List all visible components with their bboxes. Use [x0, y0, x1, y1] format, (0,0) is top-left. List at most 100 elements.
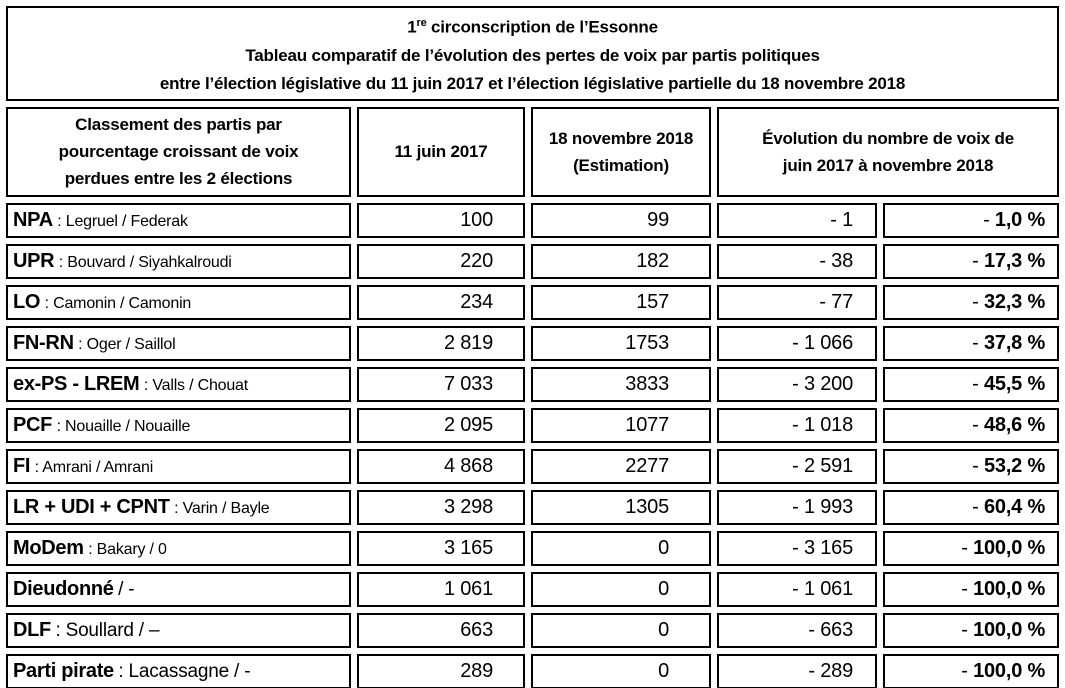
percent-delta-cell: - 100,0 % — [883, 653, 1060, 688]
percent-delta-cell: - 53,2 % — [883, 448, 1060, 484]
title-line-3: entre l’élection législative du 11 juin … — [159, 73, 906, 93]
party-cell: MoDem : Bakary / 0 — [6, 530, 351, 566]
minus-sign: - — [972, 495, 979, 518]
votes-delta-cell: - 2 591 — [717, 448, 877, 484]
candidate-names: : Varin / Bayle — [174, 499, 270, 517]
votes-delta-cell: - 3 165 — [717, 530, 877, 566]
table-row: ex-PS - LREM : Valls / Chouat 7 033 3833… — [6, 366, 1060, 402]
candidate-names: : Legruel / Federak — [57, 212, 188, 230]
ordinal-superscript: re — [416, 17, 427, 29]
party-cell: ex-PS - LREM : Valls / Chouat — [6, 366, 351, 402]
minus-sign: - — [972, 331, 979, 354]
party-cell: Dieudonné / - — [6, 571, 351, 607]
votes-2017-cell: 100 — [357, 202, 525, 238]
votes-delta-cell: - 289 — [717, 653, 877, 688]
votes-2018-cell: 157 — [531, 284, 711, 320]
table-row: FI : Amrani / Amrani 4 868 2277 - 2 591 … — [6, 448, 1060, 484]
votes-2017-cell: 3 298 — [357, 489, 525, 525]
percent-value: 48,6 % — [983, 413, 1046, 436]
votes-2018-cell: 1077 — [531, 407, 711, 443]
votes-2017-cell: 289 — [357, 653, 525, 688]
minus-sign: - — [972, 372, 979, 395]
votes-2018-cell: 1305 — [531, 489, 711, 525]
table-row: NPA : Legruel / Federak 100 99 - 1 - 1,0… — [6, 202, 1060, 238]
party-cell: FN-RN : Oger / Saillol — [6, 325, 351, 361]
votes-delta-cell: - 1 — [717, 202, 877, 238]
votes-2017-cell: 2 819 — [357, 325, 525, 361]
percent-delta-cell: - 100,0 % — [883, 612, 1060, 648]
minus-sign: - — [972, 413, 979, 436]
percent-delta-cell: - 48,6 % — [883, 407, 1060, 443]
minus-sign: - — [961, 536, 968, 559]
percent-value: 60,4 % — [983, 495, 1046, 518]
percent-delta-cell: - 100,0 % — [883, 571, 1060, 607]
table-row: LR + UDI + CPNT : Varin / Bayle 3 298 13… — [6, 489, 1060, 525]
table-row: PCF : Nouaille / Nouaille 2 095 1077 - 1… — [6, 407, 1060, 443]
percent-value: 100,0 % — [973, 577, 1046, 600]
percent-value: 1,0 % — [994, 208, 1046, 231]
party-name: Parti pirate — [13, 659, 114, 682]
minus-sign: - — [961, 577, 968, 600]
candidate-names: : Lacassagne / - — [118, 660, 251, 682]
percent-delta-cell: - 1,0 % — [883, 202, 1060, 238]
party-cell: PCF : Nouaille / Nouaille — [6, 407, 351, 443]
candidate-names: : Soullard / – — [55, 619, 160, 641]
candidate-names: : Oger / Saillol — [78, 335, 176, 353]
table-row: Parti pirate : Lacassagne / - 289 0 - 28… — [6, 653, 1060, 688]
party-name: ex-PS - LREM — [13, 372, 140, 395]
party-cell: LR + UDI + CPNT : Varin / Bayle — [6, 489, 351, 525]
header-june-2017: 11 juin 2017 — [357, 106, 525, 197]
votes-2018-cell: 99 — [531, 202, 711, 238]
percent-value: 100,0 % — [973, 618, 1046, 641]
percent-value: 100,0 % — [973, 659, 1046, 682]
votes-2018-cell: 0 — [531, 571, 711, 607]
votes-2017-cell: 2 095 — [357, 407, 525, 443]
percent-delta-cell: - 32,3 % — [883, 284, 1060, 320]
party-cell: FI : Amrani / Amrani — [6, 448, 351, 484]
votes-2018-cell: 182 — [531, 243, 711, 279]
percent-value: 100,0 % — [973, 536, 1046, 559]
party-name: Dieudonné — [13, 577, 114, 600]
table-row: MoDem : Bakary / 0 3 165 0 - 3 165 - 100… — [6, 530, 1060, 566]
candidate-names: : Nouaille / Nouaille — [56, 417, 191, 435]
table-row: UPR : Bouvard / Siyahkalroudi 220 182 - … — [6, 243, 1060, 279]
header-november-2018-line1: 18 novembre 2018 — [548, 128, 694, 148]
party-name: PCF — [13, 413, 53, 436]
party-cell: DLF : Soullard / – — [6, 612, 351, 648]
percent-value: 37,8 % — [983, 331, 1046, 354]
party-name: UPR — [13, 249, 55, 272]
votes-delta-cell: - 1 061 — [717, 571, 877, 607]
percent-value: 53,2 % — [983, 454, 1046, 477]
party-name: LR + UDI + CPNT — [13, 495, 170, 518]
party-name: MoDem — [13, 536, 84, 559]
votes-delta-cell: - 1 993 — [717, 489, 877, 525]
votes-2018-cell: 0 — [531, 612, 711, 648]
votes-delta-cell: - 3 200 — [717, 366, 877, 402]
party-cell: Parti pirate : Lacassagne / - — [6, 653, 351, 688]
party-cell: LO : Camonin / Camonin — [6, 284, 351, 320]
votes-delta-cell: - 38 — [717, 243, 877, 279]
votes-delta-cell: - 663 — [717, 612, 877, 648]
party-name: NPA — [13, 208, 53, 231]
party-name: FI — [13, 454, 31, 477]
votes-2018-cell: 0 — [531, 653, 711, 688]
header-november-2018: 18 novembre 2018 (Estimation) — [531, 106, 711, 197]
table-row: LO : Camonin / Camonin 234 157 - 77 - 32… — [6, 284, 1060, 320]
candidate-names: : Bakary / 0 — [88, 540, 167, 558]
votes-delta-cell: - 1 018 — [717, 407, 877, 443]
percent-delta-cell: - 100,0 % — [883, 530, 1060, 566]
minus-sign: - — [961, 618, 968, 641]
votes-delta-cell: - 77 — [717, 284, 877, 320]
title-line-1: 1re circonscription de l’Essonne — [407, 17, 658, 37]
percent-value: 45,5 % — [983, 372, 1046, 395]
candidate-names: : Amrani / Amrani — [34, 458, 154, 476]
votes-2017-cell: 220 — [357, 243, 525, 279]
votes-2017-cell: 234 — [357, 284, 525, 320]
minus-sign: - — [972, 290, 979, 313]
table-row: Dieudonné / - 1 061 0 - 1 061 - 100,0 % — [6, 571, 1060, 607]
table-row: FN-RN : Oger / Saillol 2 819 1753 - 1 06… — [6, 325, 1060, 361]
candidate-names: : Valls / Chouat — [143, 376, 248, 394]
header-ranking: Classement des partis par pourcentage cr… — [6, 106, 351, 197]
votes-2017-cell: 7 033 — [357, 366, 525, 402]
votes-2017-cell: 3 165 — [357, 530, 525, 566]
